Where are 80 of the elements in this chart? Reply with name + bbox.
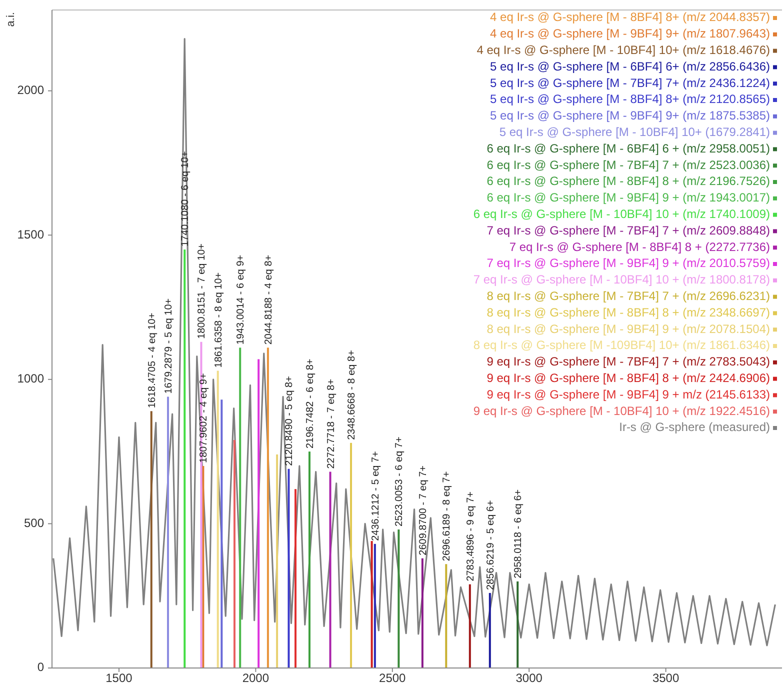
legend-label: 6 eq Ir-s @ G-sphere [M - 6BF4] 6 + (m/z 2958.0051)	[486, 141, 770, 156]
annotation: 2523.0053 - 6 eq 7+	[394, 436, 406, 526]
annotation: 1807.9602 - 4 eq 9+	[198, 373, 210, 463]
annotation: 2196.7482 - 6 eq 8+	[304, 358, 316, 449]
bar	[202, 466, 204, 668]
bar	[374, 544, 376, 668]
annotation: 2044.8188 - 4 eq 8+	[263, 254, 274, 345]
legend-label: 5 eq Ir-s @ G-sphere [M - 9BF4] 9+ (m/z 1875.5385)	[490, 108, 770, 123]
legend-label: 4 eq Ir-s @ G-sphere [M - 9BF4] 9+ (m/z 1807.9643)	[490, 26, 770, 41]
annotation: 2958.0118 - 6 eq 6+	[513, 489, 524, 578]
bar	[308, 452, 310, 668]
bar	[329, 472, 332, 668]
bar	[184, 250, 186, 668]
legend-label: 5 eq Ir-s @ G-sphere [M - 8BF4] 8+ (m/z 2120.8565)	[490, 92, 770, 106]
x-tick-label: 2000	[242, 671, 270, 685]
y-tick-label: 1000	[17, 372, 44, 386]
legend-label: 9 eq Ir-s @ G-sphere [M - 8BF4] 8 + (m/z 2424.6906)	[486, 370, 770, 385]
bar	[233, 440, 236, 668]
legend-label: 8 eq Ir-s @ G-sphere [M - 8BF4] 8 + (m/z 2348.6697)	[486, 305, 770, 320]
legend-label: 7 eq Ir-s @ G-sphere [M - 10BF4] 10 + (m/z 1800.8178)	[473, 272, 770, 287]
legend-label: 6 eq Ir-s @ G-sphere [M - 7BF4] 7 + (m/z 2523.0036)	[486, 158, 770, 172]
legend-label: 6 eq Ir-s @ G-sphere [M - 10BF4] 10 + (m/z 1740.1009)	[473, 206, 770, 221]
x-tick-label: 1500	[106, 671, 133, 685]
bar	[258, 359, 260, 668]
legend-label: 9 eq Ir-s @ G-sphere [M - 10BF4] 10 + (m/z 1922.4516)	[473, 404, 770, 418]
legend-label: 7 eq Ir-s @ G-sphere [M - 8BF4] 8 + (2272.7736)	[509, 240, 770, 254]
annotation: 1800.8151 - 7 eq 10+	[196, 243, 208, 339]
annotation: 1679.2879 - 5 eq 10+	[164, 298, 175, 394]
annotation: 2856.6219 - 5 eq 6+	[485, 500, 496, 590]
legend-label: 8 eq Ir-s @ G-sphere [M - 9BF4] 9 + (m/z 2078.1504)	[486, 322, 770, 336]
legend-label: 8 eq Ir-s @ G-sphere [M - 7BF4] 7 + (m/z 2696.6231)	[486, 288, 770, 303]
bar	[488, 592, 491, 668]
bar	[468, 584, 471, 668]
x-tick-label: 3500	[652, 671, 680, 685]
annotation: 1618.4705 - 4 eq 10+	[146, 312, 158, 408]
bar	[445, 564, 448, 668]
x-tick-label: 3000	[516, 671, 543, 685]
bar	[167, 396, 170, 668]
annotation: 2348.6668 - 8 eq 8+	[346, 350, 358, 440]
bar	[370, 541, 373, 668]
bar	[421, 558, 424, 668]
legend-label: 9 eq Ir-s @ G-sphere [M - 9BF4] 9 + m/z (2145.6133)	[486, 387, 770, 402]
legend-label: 9 eq Ir-s @ G-sphere [M - 7BF4] 7 + (m/z 2783.5043)	[486, 354, 770, 369]
bar	[239, 348, 242, 668]
legend-label: 5 eq Ir-s @ G-sphere [M - 7BF4] 7+ (m/z 2436.1224)	[490, 76, 770, 90]
legend-label: 5 eq Ir-s @ G-sphere [M - 10BF4] 10+ (1679.2841)	[499, 124, 770, 139]
y-axis-title: a.i.	[5, 12, 17, 27]
legend-label: 5 eq Ir-s @ G-sphere [M - 6BF4] 6+ (m/z 2856.6436)	[490, 59, 770, 74]
y-tick-label: 500	[24, 516, 44, 530]
annotation: 2696.6189 - 8 eq 7+	[442, 471, 453, 562]
bar	[266, 348, 269, 668]
bar	[398, 529, 400, 668]
bar	[150, 411, 152, 668]
bar	[350, 442, 352, 668]
bar	[288, 468, 290, 668]
y-tick-label: 2000	[17, 82, 44, 97]
legend-label: 7 eq Ir-s @ G-sphere [M - 7BF4] 7 + (m/z 2609.8848)	[486, 223, 770, 238]
x-tick-label: 2500	[379, 671, 406, 685]
bar	[276, 454, 278, 668]
legend-label: Ir-s @ G-sphere (measured)	[619, 420, 770, 434]
legend-label: 7 eq Ir-s @ G-sphere [M - 9BF4] 9 + (m/z 2010.5759)	[486, 256, 770, 270]
annotation: 2609.8700 - 7 eq 7+	[418, 465, 429, 556]
annotation: 1943.0014 - 6 eq 9+	[236, 254, 247, 345]
y-tick-label: 1500	[17, 227, 44, 242]
legend-label: 6 eq Ir-s @ G-sphere [M - 8BF4] 8 + (m/z 2196.7526)	[486, 174, 770, 188]
annotation: 2272.7718 - 7 eq 8+	[326, 378, 337, 469]
annotation: 2436.1212 - 5 eq 7+	[370, 450, 382, 541]
bar	[220, 400, 223, 668]
annotation: 1861.6358 - 8 eq 10+	[213, 272, 224, 368]
bar	[516, 581, 519, 668]
annotation: 2783.4896 - 9 eq 7+	[465, 491, 476, 582]
legend-label: 4 eq Ir-s @ G-sphere [M - 8BF4] 8+ (m/z 2044.8357)	[490, 10, 770, 24]
legend-label: 6 eq Ir-s @ G-sphere [M - 9BF4] 9 + (m/z 1943.0017)	[486, 190, 770, 205]
bar	[216, 370, 219, 668]
y-tick-label: 0	[37, 660, 44, 674]
legend-label: 8 eq Ir-s @ G-sphere [M -109BF4] 10+ (m/z 1861.6346)	[473, 338, 770, 352]
legend-label: 4 eq Ir-s @ G-sphere [M - 10BF4] 10+ (m/z 1618.4676)	[476, 42, 770, 57]
bar	[294, 489, 296, 668]
annotation: 2120.8490 - 5 eq 8+	[284, 376, 296, 466]
annotation: 1740.1080 - 6 eq 10+	[180, 151, 192, 247]
